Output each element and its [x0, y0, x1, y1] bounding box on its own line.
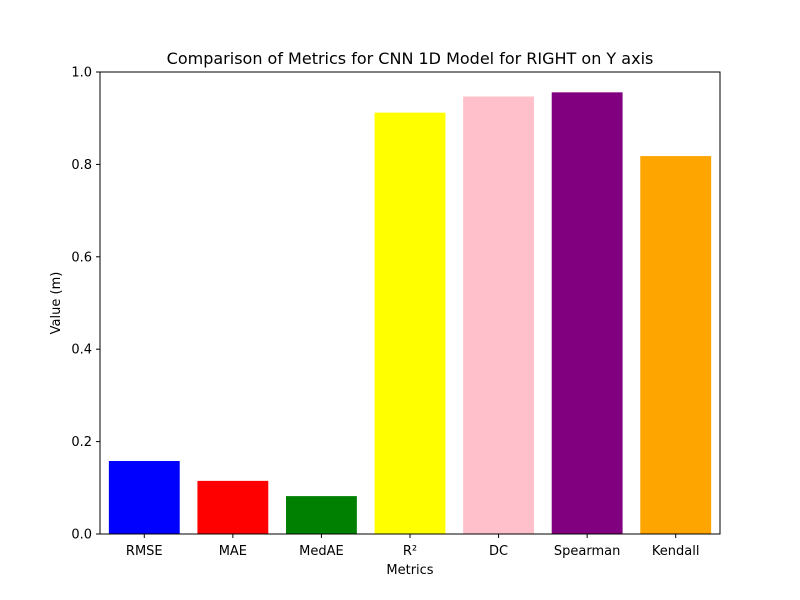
- x-tick-label: Kendall: [652, 544, 700, 559]
- x-tick-label: R²: [403, 544, 417, 559]
- x-tick-label: Spearman: [554, 544, 620, 559]
- y-tick-label: 0.2: [71, 435, 92, 450]
- chart-title: Comparison of Metrics for CNN 1D Model f…: [167, 49, 654, 68]
- bar-mae: [197, 480, 269, 534]
- bar-spearman: [551, 92, 623, 534]
- y-tick-label: 1.0: [71, 66, 92, 81]
- x-tick-label: DC: [489, 544, 508, 559]
- plot-area: [108, 92, 712, 535]
- y-tick-label: 0.0: [71, 528, 92, 543]
- bar-r: [374, 112, 446, 534]
- y-tick-label: 0.6: [71, 250, 92, 265]
- y-axis: 0.0 0.2 0.4 0.6 0.8 1.0: [71, 66, 100, 543]
- x-tick-label: RMSE: [126, 544, 163, 559]
- y-tick-label: 0.8: [71, 158, 92, 173]
- x-axis: RMSE MAE MedAE R² DC Spearman Kendall: [126, 534, 700, 559]
- x-tick-label: MedAE: [299, 544, 344, 559]
- y-tick-label: 0.4: [71, 343, 92, 358]
- x-tick-label: MAE: [219, 544, 247, 559]
- bar-dc: [463, 96, 534, 535]
- bar-medae: [286, 496, 357, 534]
- bar-kendall: [640, 156, 712, 535]
- bar-rmse: [108, 461, 180, 534]
- y-axis-label: Value (m): [49, 272, 64, 335]
- x-axis-label: Metrics: [386, 563, 433, 578]
